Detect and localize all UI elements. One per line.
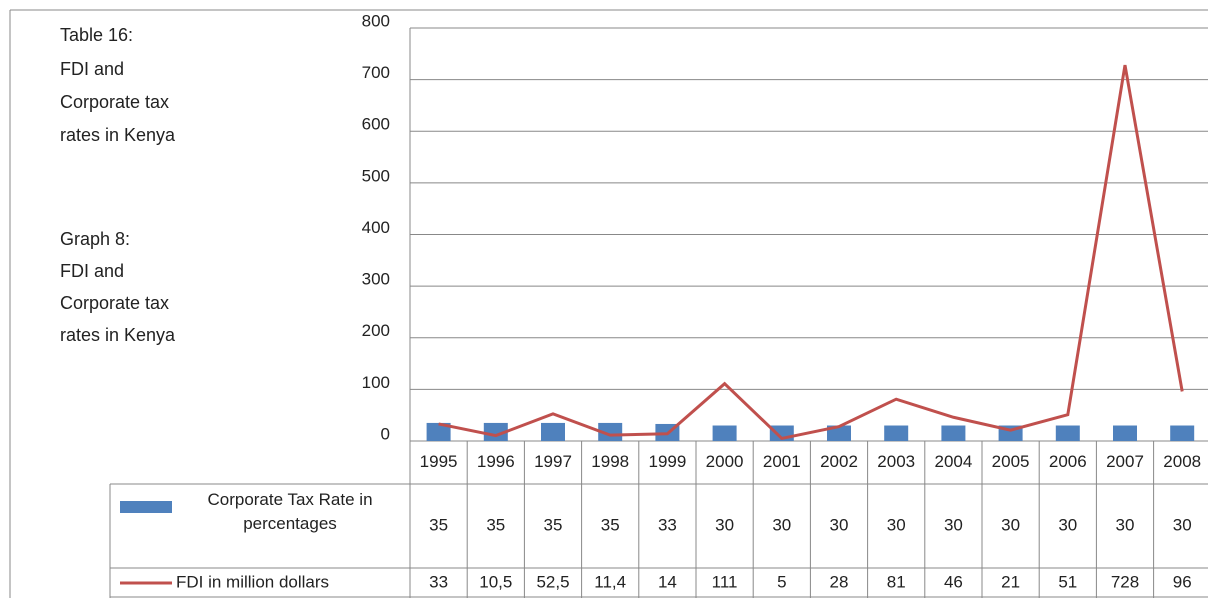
bar xyxy=(1170,425,1195,441)
table-cell: 30 xyxy=(1173,515,1192,534)
bar xyxy=(712,425,737,441)
x-tick-label: 2001 xyxy=(763,452,801,471)
x-tick-label: 2003 xyxy=(877,452,915,471)
table-cell: 30 xyxy=(1001,515,1020,534)
table-cell: 11,4 xyxy=(594,572,626,591)
bar xyxy=(426,422,451,441)
x-tick-label: 2002 xyxy=(820,452,858,471)
annotation: rates in Kenya xyxy=(60,125,176,145)
x-tick-label: 2005 xyxy=(992,452,1030,471)
annotation: Corporate tax xyxy=(60,293,169,313)
x-tick-label: 2008 xyxy=(1163,452,1201,471)
x-tick-label: 1995 xyxy=(420,452,458,471)
bar xyxy=(1113,425,1137,441)
x-tick-label: 2000 xyxy=(706,452,744,471)
table-cell: 21 xyxy=(1001,572,1020,591)
bar xyxy=(941,425,966,441)
bar xyxy=(598,422,623,441)
table-cell: 728 xyxy=(1111,572,1139,591)
x-tick-label: 2006 xyxy=(1049,452,1087,471)
x-tick-label: 1999 xyxy=(648,452,686,471)
table-cell: 30 xyxy=(944,515,963,534)
bar xyxy=(1055,425,1080,441)
y-tick-label: 800 xyxy=(362,11,390,30)
line xyxy=(438,64,1184,441)
table-cell: 52,5 xyxy=(536,572,569,591)
x-tick-label: 1997 xyxy=(534,452,572,471)
y-tick-label: 300 xyxy=(362,270,390,289)
table-cell: 30 xyxy=(1058,515,1077,534)
table-cell: 30 xyxy=(830,515,849,534)
legend-label: Corporate Tax Rate in percentages xyxy=(207,490,373,533)
table-cell: 35 xyxy=(544,515,563,534)
y-tick-label: 400 xyxy=(362,218,390,237)
y-tick-label: 200 xyxy=(362,321,390,340)
table-cell: 96 xyxy=(1173,572,1192,591)
table-cell: 28 xyxy=(830,572,849,591)
y-tick-label: 700 xyxy=(362,63,390,82)
table-cell: 81 xyxy=(887,572,906,591)
table-cell: 51 xyxy=(1058,572,1077,591)
annotation: rates in Kenya xyxy=(60,325,176,345)
table-cell: 30 xyxy=(887,515,906,534)
table-cell: 35 xyxy=(429,515,448,534)
table-cell: 30 xyxy=(772,515,791,534)
y-tick-label: 500 xyxy=(362,166,390,185)
table-cell: 111 xyxy=(712,572,738,591)
table-cell: 14 xyxy=(658,572,677,591)
y-tick-label: 600 xyxy=(362,115,390,134)
bar xyxy=(483,422,508,441)
bar xyxy=(541,422,565,441)
x-tick-label: 1996 xyxy=(477,452,515,471)
bar xyxy=(884,425,909,441)
x-tick-label: 1998 xyxy=(591,452,629,471)
legend-key xyxy=(120,501,172,513)
table-cell: 35 xyxy=(486,515,505,534)
x-tick-label: 2007 xyxy=(1106,452,1144,471)
x-tick-label: 2004 xyxy=(934,452,972,471)
annotation: Graph 8: xyxy=(60,229,130,249)
table-cell: 5 xyxy=(777,572,786,591)
y-tick-label: 0 xyxy=(381,424,390,443)
table-cell: 30 xyxy=(715,515,734,534)
table-cell: 33 xyxy=(658,515,677,534)
y-tick-label: 100 xyxy=(362,373,390,392)
annotation: FDI and xyxy=(60,59,124,79)
annotation: FDI and xyxy=(60,261,124,281)
table-cell: 46 xyxy=(944,572,963,591)
table-cell: 33 xyxy=(429,572,448,591)
bar xyxy=(827,425,851,441)
table-cell: 10,5 xyxy=(479,572,512,591)
legend-label: FDI in million dollars xyxy=(176,572,329,591)
table-cell: 35 xyxy=(601,515,620,534)
table-cell: 30 xyxy=(1116,515,1135,534)
annotation: Corporate tax xyxy=(60,92,169,112)
annotation: Table 16: xyxy=(60,25,133,45)
